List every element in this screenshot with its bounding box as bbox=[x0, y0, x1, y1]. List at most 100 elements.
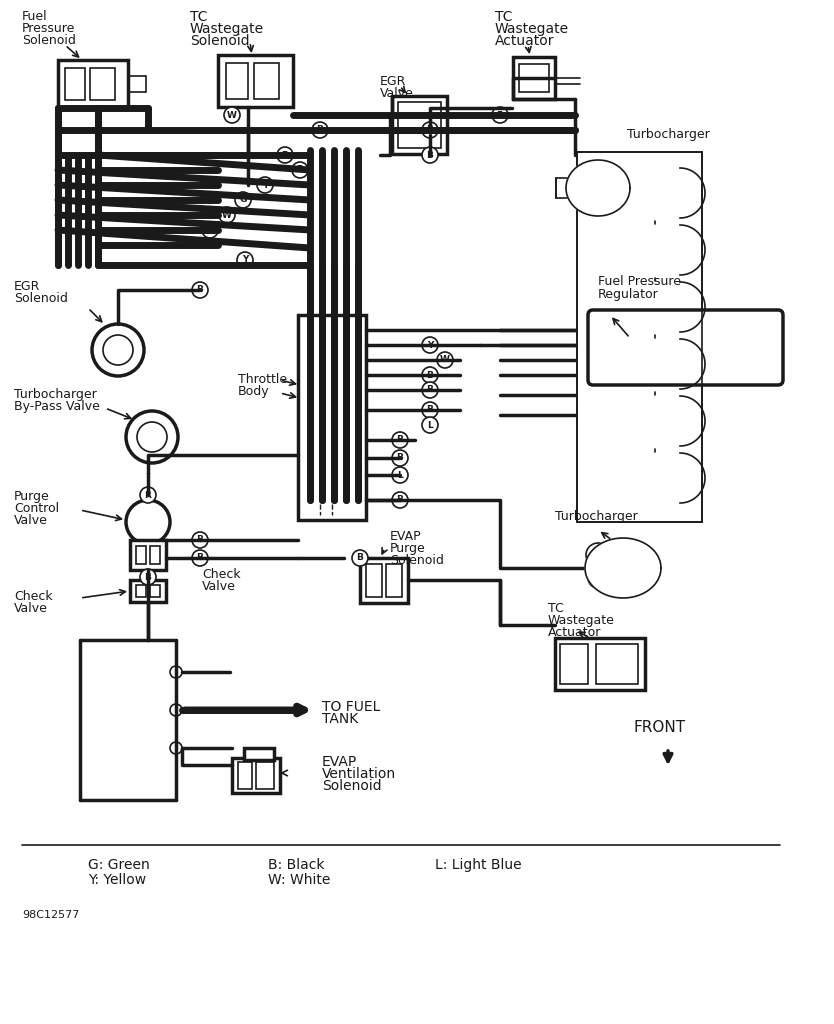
Text: Check: Check bbox=[14, 590, 53, 603]
Bar bbox=[128, 76, 146, 92]
Bar bbox=[226, 63, 248, 99]
Text: EGR: EGR bbox=[14, 280, 40, 293]
Circle shape bbox=[392, 492, 408, 508]
Circle shape bbox=[237, 252, 253, 268]
Text: B: B bbox=[317, 126, 324, 134]
Circle shape bbox=[170, 742, 182, 754]
Text: Wastegate: Wastegate bbox=[495, 22, 569, 36]
Circle shape bbox=[422, 337, 438, 353]
Circle shape bbox=[192, 550, 208, 566]
Bar bbox=[136, 585, 146, 597]
Bar bbox=[150, 585, 160, 597]
Text: L: L bbox=[427, 421, 433, 429]
Text: Y: Y bbox=[242, 256, 249, 264]
Text: TC: TC bbox=[190, 10, 208, 24]
Text: B: Black: B: Black bbox=[268, 858, 324, 872]
Text: Solenoid: Solenoid bbox=[14, 292, 68, 305]
Bar bbox=[596, 644, 638, 684]
Bar bbox=[150, 546, 160, 564]
Text: B: B bbox=[496, 111, 504, 120]
Circle shape bbox=[170, 705, 182, 716]
Bar bbox=[244, 748, 274, 760]
Text: Turbocharger: Turbocharger bbox=[627, 128, 710, 141]
Circle shape bbox=[588, 568, 608, 588]
Bar bbox=[65, 68, 85, 100]
Bar bbox=[556, 178, 602, 198]
Text: Solenoid: Solenoid bbox=[390, 554, 444, 567]
Circle shape bbox=[224, 106, 240, 123]
Text: Wastegate: Wastegate bbox=[190, 22, 264, 36]
Bar bbox=[130, 540, 166, 570]
Polygon shape bbox=[585, 538, 661, 598]
Circle shape bbox=[312, 122, 328, 138]
Text: Purge: Purge bbox=[14, 490, 50, 503]
Circle shape bbox=[192, 282, 208, 298]
Circle shape bbox=[257, 177, 273, 193]
Text: Wastegate: Wastegate bbox=[548, 614, 615, 627]
Bar bbox=[90, 68, 115, 100]
Text: Pressure: Pressure bbox=[22, 22, 75, 35]
Text: Purge: Purge bbox=[390, 542, 425, 555]
Circle shape bbox=[352, 550, 368, 566]
Circle shape bbox=[126, 411, 178, 463]
Circle shape bbox=[422, 147, 438, 163]
Circle shape bbox=[137, 422, 167, 452]
Circle shape bbox=[202, 222, 218, 238]
Text: Y: Y bbox=[427, 341, 433, 349]
Text: L: Light Blue: L: Light Blue bbox=[435, 858, 521, 872]
Bar bbox=[136, 546, 146, 564]
Bar bbox=[130, 580, 166, 602]
Text: EVAP: EVAP bbox=[322, 755, 357, 769]
Text: B: B bbox=[426, 151, 434, 160]
Text: TC: TC bbox=[495, 10, 513, 24]
Text: B: B bbox=[426, 371, 434, 380]
Circle shape bbox=[92, 324, 144, 376]
Text: Turbocharger: Turbocharger bbox=[555, 510, 638, 523]
Bar bbox=[386, 564, 402, 597]
Text: W: W bbox=[222, 211, 232, 219]
Bar bbox=[298, 315, 366, 520]
Bar bbox=[560, 644, 588, 684]
Text: Solenoid: Solenoid bbox=[22, 34, 76, 47]
Bar bbox=[398, 102, 441, 148]
Text: TANK: TANK bbox=[322, 712, 359, 726]
Circle shape bbox=[292, 162, 308, 178]
Text: Fuel: Fuel bbox=[22, 10, 48, 23]
Circle shape bbox=[219, 207, 235, 223]
Text: 98C12577: 98C12577 bbox=[22, 910, 79, 920]
Circle shape bbox=[126, 500, 170, 544]
Text: B: B bbox=[396, 496, 404, 505]
Circle shape bbox=[422, 402, 438, 418]
Bar bbox=[555, 638, 645, 690]
Text: R: R bbox=[144, 490, 152, 500]
Text: B: B bbox=[426, 385, 434, 394]
Bar bbox=[392, 96, 447, 154]
Text: L: L bbox=[397, 470, 403, 479]
Circle shape bbox=[170, 666, 182, 678]
FancyBboxPatch shape bbox=[588, 310, 783, 385]
Text: EVAP: EVAP bbox=[390, 530, 422, 543]
Text: Actuator: Actuator bbox=[548, 626, 601, 639]
Bar bbox=[256, 762, 274, 790]
Text: Check: Check bbox=[202, 568, 241, 581]
Circle shape bbox=[492, 106, 508, 123]
Text: G: Green: G: Green bbox=[88, 858, 150, 872]
Circle shape bbox=[103, 335, 133, 365]
Bar bbox=[58, 60, 128, 108]
Bar bbox=[254, 63, 279, 99]
Text: TC: TC bbox=[548, 602, 564, 615]
Text: EGR: EGR bbox=[380, 75, 406, 88]
Text: B: B bbox=[396, 454, 404, 463]
Circle shape bbox=[392, 432, 408, 449]
Text: B: B bbox=[297, 166, 304, 174]
Circle shape bbox=[192, 532, 208, 548]
Text: Solenoid: Solenoid bbox=[322, 779, 382, 793]
Text: Solenoid: Solenoid bbox=[190, 34, 249, 48]
Text: B: B bbox=[197, 554, 203, 562]
Circle shape bbox=[422, 382, 438, 398]
Circle shape bbox=[422, 367, 438, 383]
Text: Body: Body bbox=[238, 385, 269, 398]
Circle shape bbox=[437, 352, 453, 368]
Text: Valve: Valve bbox=[202, 580, 236, 593]
Circle shape bbox=[586, 543, 610, 567]
